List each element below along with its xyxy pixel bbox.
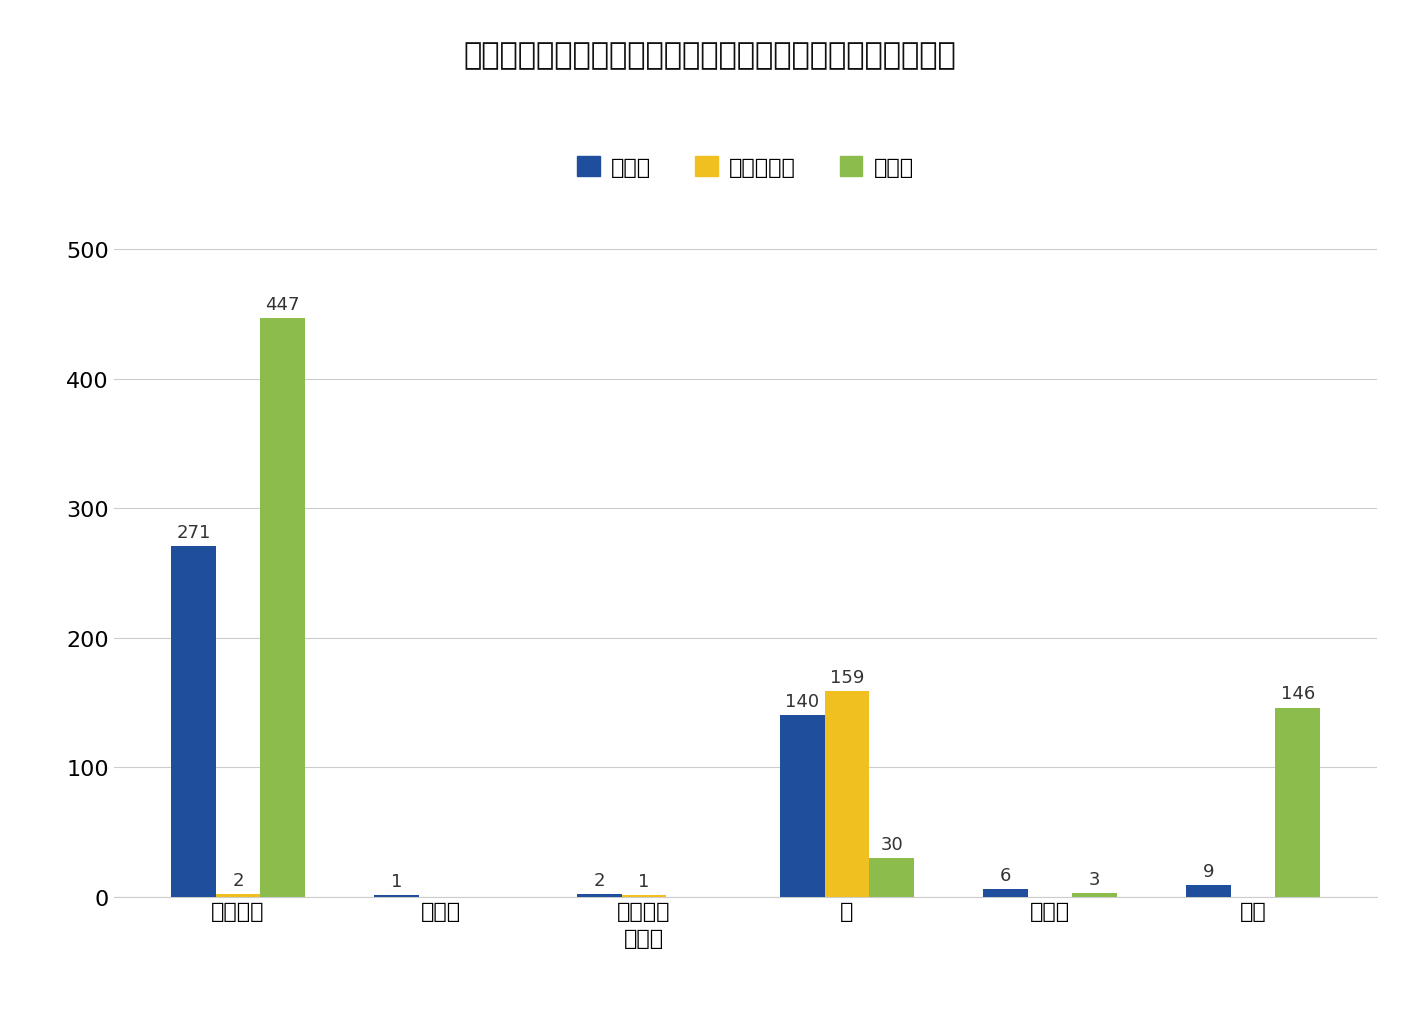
Text: 6: 6 bbox=[1000, 866, 1011, 883]
Bar bbox=[780, 715, 825, 897]
Text: 1: 1 bbox=[391, 872, 402, 891]
Bar bbox=[216, 894, 260, 897]
Bar bbox=[373, 896, 419, 897]
Bar bbox=[1275, 708, 1321, 897]
Text: 30: 30 bbox=[880, 835, 903, 853]
Bar bbox=[1186, 886, 1231, 897]
Bar bbox=[825, 691, 869, 897]
Bar bbox=[983, 889, 1028, 897]
Bar bbox=[869, 858, 914, 897]
Text: 2: 2 bbox=[233, 871, 244, 889]
Legend: 無締り, ガラス破り, その他: 無締り, ガラス破り, その他 bbox=[568, 148, 923, 187]
Bar bbox=[577, 894, 622, 897]
Text: 271: 271 bbox=[176, 523, 210, 541]
Text: 2: 2 bbox=[594, 871, 605, 889]
Bar bbox=[260, 319, 305, 897]
Text: 3: 3 bbox=[1089, 869, 1100, 888]
Text: 9: 9 bbox=[1203, 862, 1214, 880]
Text: 146: 146 bbox=[1281, 685, 1315, 703]
Bar bbox=[170, 546, 216, 897]
Text: 447: 447 bbox=[266, 296, 300, 314]
Bar bbox=[1072, 893, 1118, 897]
Text: 共同住宅（４階建以上）における空き巣の侵入口別侵入手口: 共同住宅（４階建以上）における空き巣の侵入口別侵入手口 bbox=[463, 41, 957, 69]
Text: 140: 140 bbox=[785, 693, 819, 710]
Bar bbox=[622, 896, 666, 897]
Text: 1: 1 bbox=[639, 872, 650, 891]
Text: 159: 159 bbox=[829, 667, 865, 686]
